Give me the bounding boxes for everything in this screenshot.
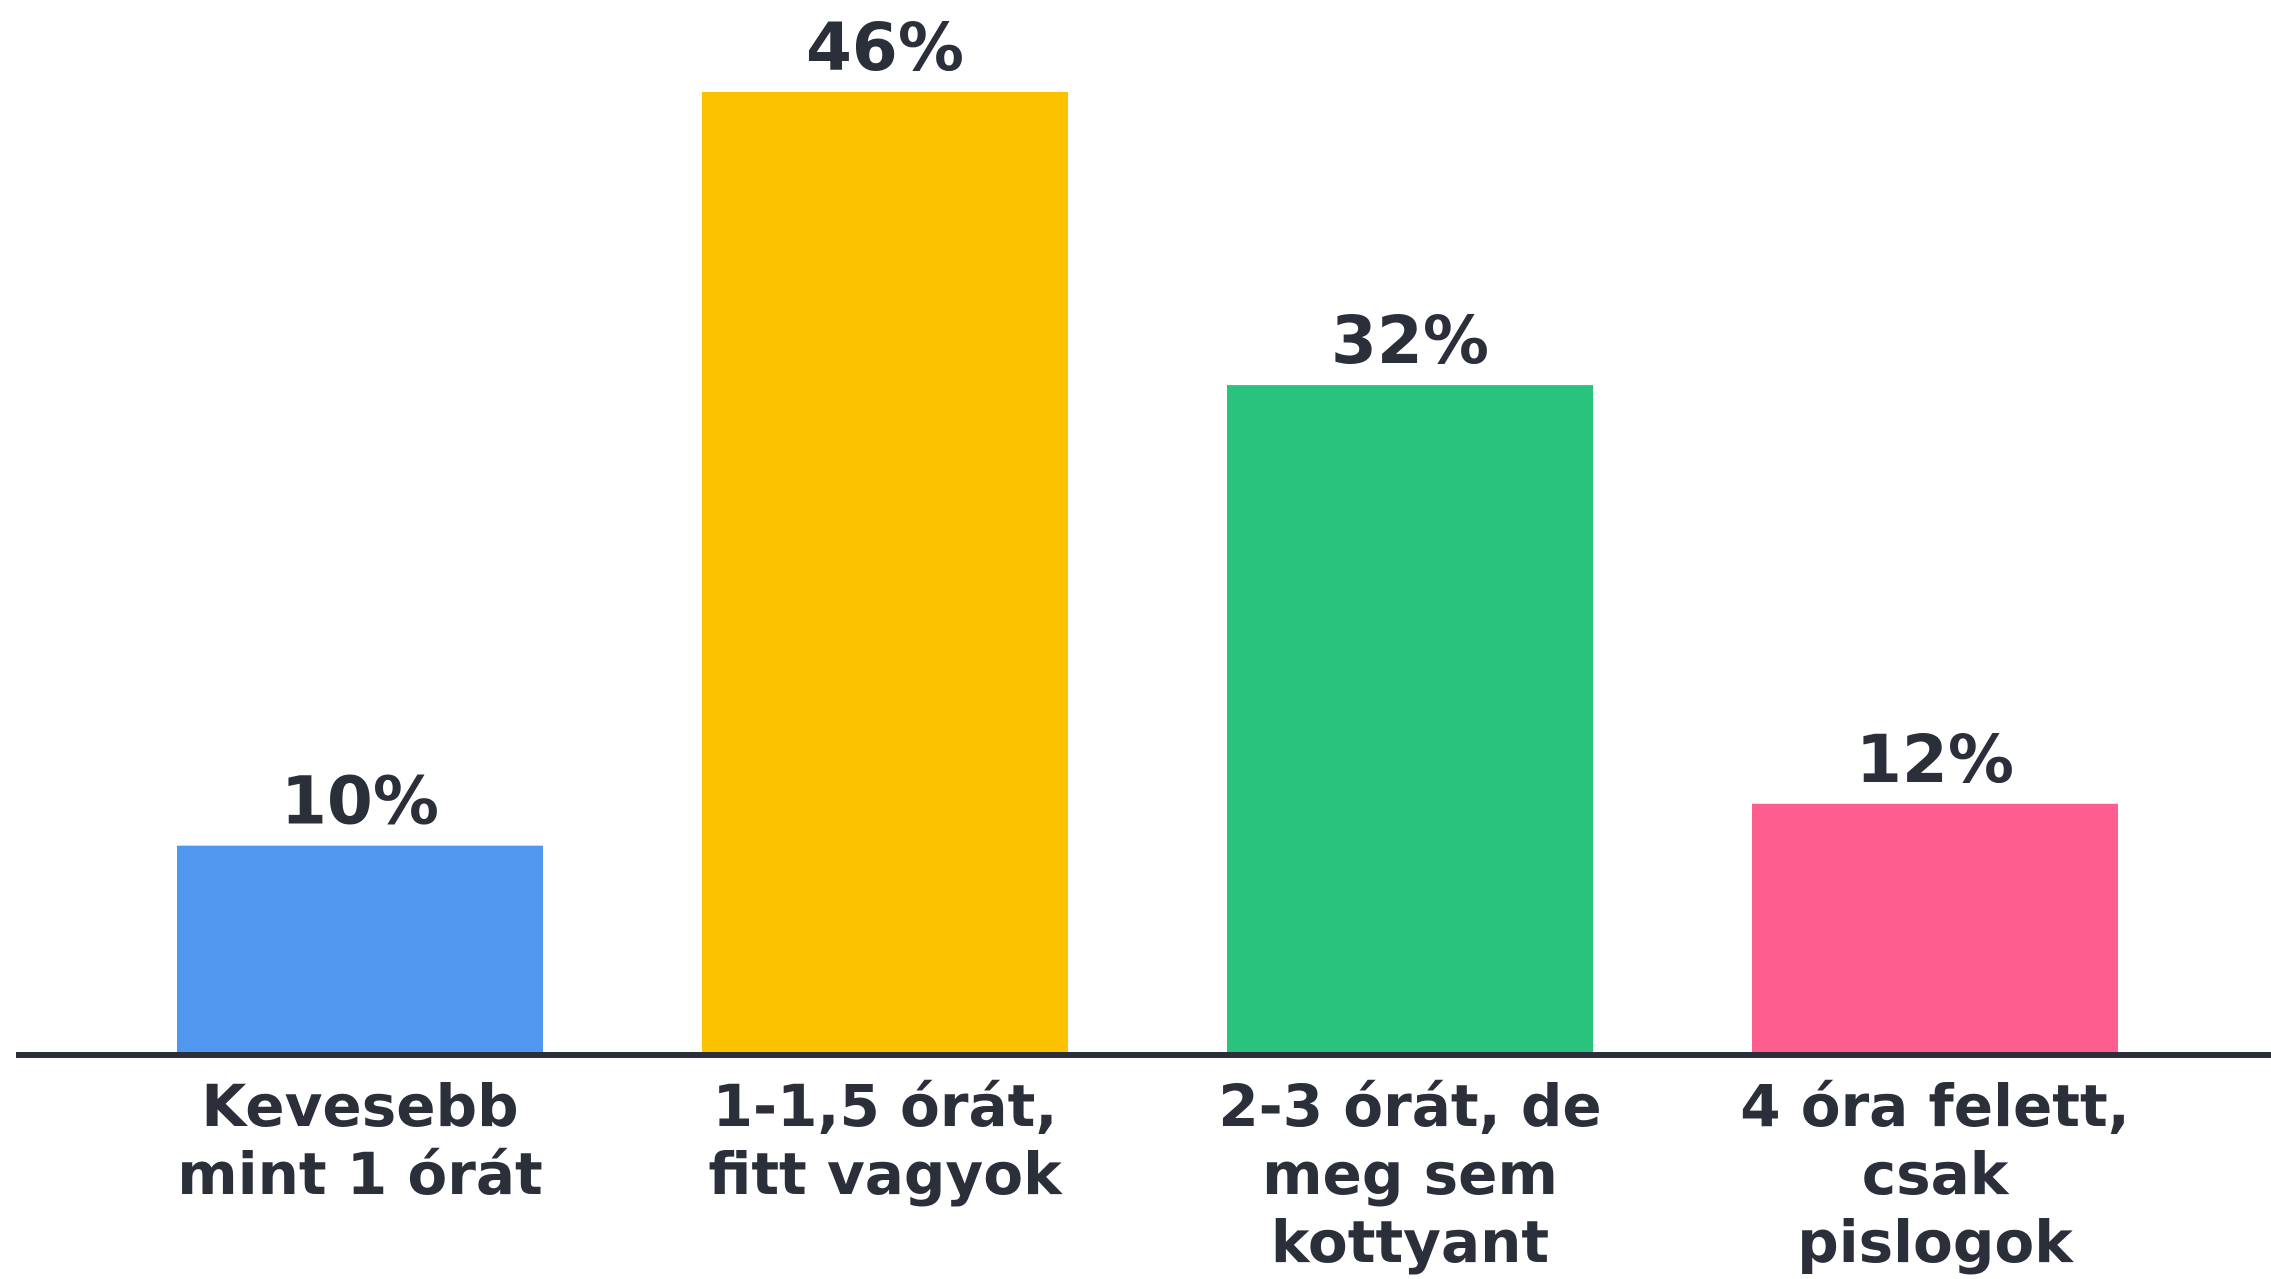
category-label-3-line-3: kottyant <box>1271 1208 1549 1276</box>
value-label-4: 12% <box>1856 721 2014 798</box>
bar-3 <box>1227 385 1593 1056</box>
category-label-1-line-2: mint 1 órát <box>177 1140 542 1208</box>
category-label-1-line-1: Kevesebb <box>201 1072 518 1140</box>
value-labels-group: 10% 46% 32% 12% <box>281 9 2014 840</box>
category-label-4-line-2: csak <box>1862 1140 2010 1208</box>
category-label-4-line-3: pislogok <box>1797 1208 2074 1276</box>
category-label-2-line-1: 1-1,5 órát, <box>713 1072 1058 1140</box>
bar-4 <box>1752 803 2118 1055</box>
bar-1 <box>177 845 543 1055</box>
bar-2 <box>702 92 1068 1055</box>
value-label-2: 46% <box>806 9 964 86</box>
bars-group <box>177 92 2118 1056</box>
value-label-3: 32% <box>1331 302 1489 379</box>
category-label-2-line-2: fitt vagyok <box>708 1140 1063 1208</box>
category-label-4-line-1: 4 óra felett, <box>1740 1072 2130 1140</box>
category-label-3-line-1: 2-3 órát, de <box>1218 1072 1601 1140</box>
category-label-3-line-2: meg sem <box>1262 1140 1558 1208</box>
value-label-1: 10% <box>281 763 439 840</box>
